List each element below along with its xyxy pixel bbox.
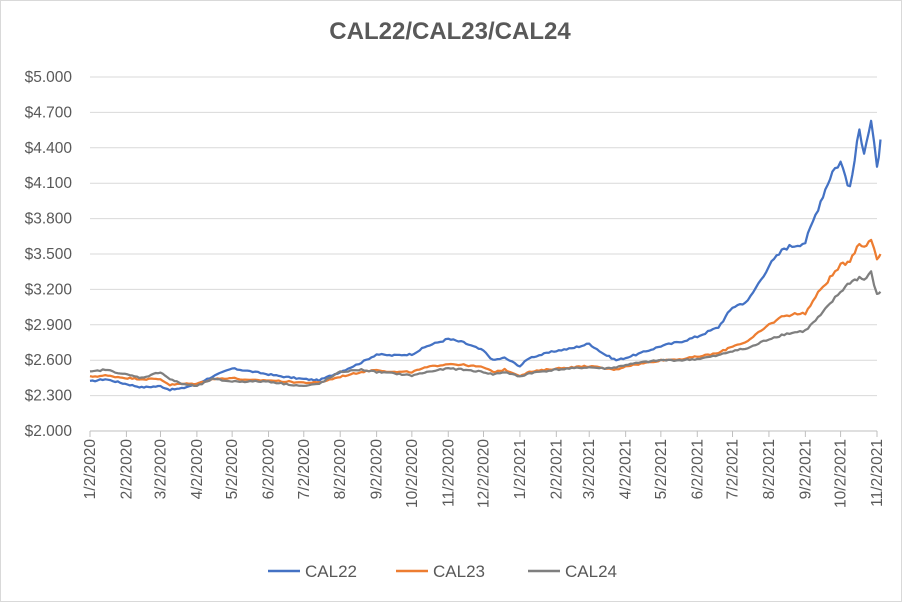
y-tick-label: $4.400 xyxy=(25,140,73,157)
x-tick-label: 4/2/2021 xyxy=(618,439,635,499)
x-tick-label: 1/2/2021 xyxy=(512,439,529,499)
x-tick-label: 12/2/2020 xyxy=(476,439,493,508)
x-tick-label: 8/2/2020 xyxy=(332,439,349,500)
x-tick-label: 3/2/2021 xyxy=(581,439,598,499)
y-tick-label: $3.800 xyxy=(25,211,73,228)
y-tick-label: $5.000 xyxy=(25,69,73,86)
x-tick-label: 1/2/2020 xyxy=(82,439,99,500)
axes: $2.000 $2.300 $2.600 $2.900 $3.200 $3.500 $3.8… xyxy=(25,69,886,508)
series-line-cal22 xyxy=(89,119,882,392)
series-line-cal23 xyxy=(89,238,882,387)
x-tick-label: 9/2/2020 xyxy=(369,439,386,500)
legend-label-cal23: CAL23 xyxy=(433,562,485,581)
x-tick-label: 6/2/2020 xyxy=(261,439,278,500)
x-tick-label: 10/2/2020 xyxy=(404,439,421,508)
legend-label-cal24: CAL24 xyxy=(565,562,617,581)
legend-label-cal22: CAL22 xyxy=(305,562,357,581)
x-tick-label: 6/2/2021 xyxy=(689,439,706,499)
y-tick-label: $2.300 xyxy=(25,388,73,405)
y-tick-label: $2.000 xyxy=(25,423,73,440)
x-tick-label: 3/2/2020 xyxy=(152,439,169,500)
x-tick-label: 5/2/2021 xyxy=(653,439,670,499)
x-tick-label: 7/2/2021 xyxy=(725,439,742,499)
chart-title: CAL22/CAL23/CAL24 xyxy=(329,18,571,45)
series-line-cal24 xyxy=(89,270,882,388)
y-tick-label: $3.500 xyxy=(25,246,73,263)
x-tick-label: 2/2/2021 xyxy=(548,439,565,499)
x-tick-label: 10/2/2021 xyxy=(833,439,850,508)
x-tick-label: 5/2/2020 xyxy=(224,439,241,500)
x-tick-label: 4/2/2020 xyxy=(189,439,206,500)
y-tick-label: $3.200 xyxy=(25,281,73,298)
y-tick-label: $2.900 xyxy=(25,317,73,334)
series-lines xyxy=(89,119,882,392)
x-tick-label: 11/2/2020 xyxy=(440,439,457,507)
y-tick-label: $2.600 xyxy=(25,352,73,369)
x-tick-label: 9/2/2021 xyxy=(797,439,814,499)
x-tick-label: 2/2/2020 xyxy=(118,439,135,500)
x-tick-label: 8/2/2021 xyxy=(761,439,778,499)
gridlines xyxy=(90,76,877,397)
x-tick-label: 7/2/2020 xyxy=(296,439,313,500)
legend: CAL22 CAL23 CAL24 xyxy=(268,562,617,581)
y-tick-label: $4.100 xyxy=(25,175,73,192)
y-tick-label: $4.700 xyxy=(25,104,73,121)
x-tick-label: 11/2/2021 xyxy=(869,439,886,507)
